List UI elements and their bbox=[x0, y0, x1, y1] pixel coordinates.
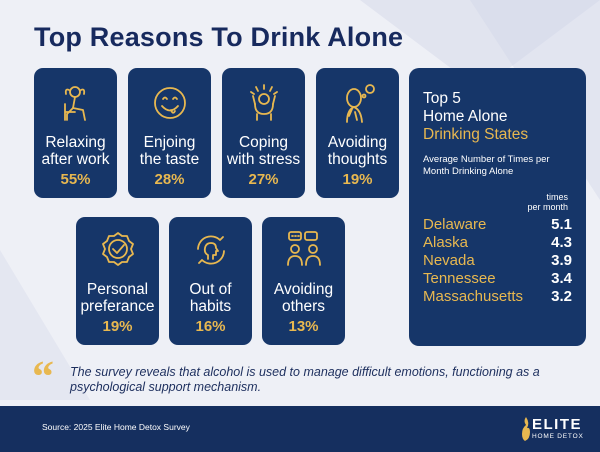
state-value: 5.1 bbox=[551, 216, 572, 233]
reason-percent: 55% bbox=[60, 171, 91, 188]
reason-card-relaxing: Relaxing after work 55% bbox=[34, 68, 117, 198]
reason-card-preference: Personal preferance 19% bbox=[76, 217, 159, 345]
relaxing-person-icon bbox=[55, 82, 97, 124]
footer: Source: 2025 Elite Home Detox Survey ELI… bbox=[0, 406, 600, 452]
reason-percent: 16% bbox=[195, 318, 226, 335]
state-name: Delaware bbox=[423, 216, 487, 233]
reason-label: Coping with stress bbox=[226, 134, 301, 168]
state-row: Tennessee 3.4 bbox=[423, 270, 572, 288]
page-title: Top Reasons To Drink Alone bbox=[34, 22, 404, 52]
reason-card-stress: Coping with stress 27% bbox=[222, 68, 305, 198]
quote-mark-icon: “ bbox=[32, 352, 54, 401]
states-list: Delaware 5.1 Alaska 4.3 Nevada 3.9 Tenne… bbox=[423, 216, 572, 306]
state-row: Nevada 3.9 bbox=[423, 252, 572, 270]
state-value: 3.9 bbox=[551, 252, 572, 269]
reason-card-habits: Out of habits 16% bbox=[169, 217, 252, 345]
state-row: Alaska 4.3 bbox=[423, 234, 572, 252]
reason-label: Enjoing the taste bbox=[139, 134, 200, 168]
reason-percent: 19% bbox=[102, 318, 133, 335]
reason-label: Relaxing after work bbox=[41, 134, 110, 168]
top-states-panel: Top 5 Home Alone Drinking States Average… bbox=[409, 68, 586, 346]
reason-percent: 27% bbox=[248, 171, 279, 188]
panel-unit-label: times per month bbox=[527, 192, 568, 212]
state-row: Delaware 5.1 bbox=[423, 216, 572, 234]
logo-subtitle: HOME DETOX bbox=[532, 433, 584, 440]
reason-label: Avoiding others bbox=[273, 281, 334, 315]
panel-title-line: Top 5 bbox=[423, 90, 461, 107]
stressed-person-icon bbox=[243, 82, 285, 124]
elite-home-detox-logo: ELITE HOME DETOX bbox=[520, 412, 590, 446]
state-name: Tennessee bbox=[423, 270, 496, 287]
state-value: 3.4 bbox=[551, 270, 572, 287]
reason-percent: 13% bbox=[288, 318, 319, 335]
reason-card-thoughts: Avoiding thoughts 19% bbox=[316, 68, 399, 198]
panel-title-highlight: Drinking States bbox=[423, 126, 529, 143]
badge-check-icon bbox=[97, 229, 139, 271]
people-chat-icon bbox=[283, 229, 325, 271]
source-text: Source: 2025 Elite Home Detox Survey bbox=[42, 422, 190, 432]
reason-label: Avoiding thoughts bbox=[327, 134, 388, 168]
panel-title-line: Home Alone bbox=[423, 108, 508, 125]
reason-card-others: Avoiding others 13% bbox=[262, 217, 345, 345]
reason-percent: 28% bbox=[154, 171, 185, 188]
state-name: Massachusetts bbox=[423, 288, 524, 305]
reason-percent: 19% bbox=[342, 171, 373, 188]
state-value: 4.3 bbox=[551, 234, 572, 251]
reason-label: Out of habits bbox=[189, 281, 232, 315]
reason-label: Personal preferance bbox=[80, 281, 155, 315]
flame-icon bbox=[522, 417, 530, 441]
smiley-face-icon bbox=[149, 82, 191, 124]
state-value: 3.2 bbox=[551, 288, 572, 305]
state-name: Nevada bbox=[423, 252, 475, 269]
state-row: Massachusetts 3.2 bbox=[423, 288, 572, 306]
habit-head-icon bbox=[190, 229, 232, 271]
logo-word: ELITE bbox=[532, 416, 583, 433]
panel-subtitle: Average Number of Times per Month Drinki… bbox=[423, 154, 550, 177]
background-shape bbox=[0, 250, 90, 400]
reason-card-taste: Enjoing the taste 28% bbox=[128, 68, 211, 198]
state-name: Alaska bbox=[423, 234, 469, 251]
thinking-person-icon bbox=[337, 82, 379, 124]
survey-quote: The survey reveals that alcohol is used … bbox=[70, 365, 540, 394]
